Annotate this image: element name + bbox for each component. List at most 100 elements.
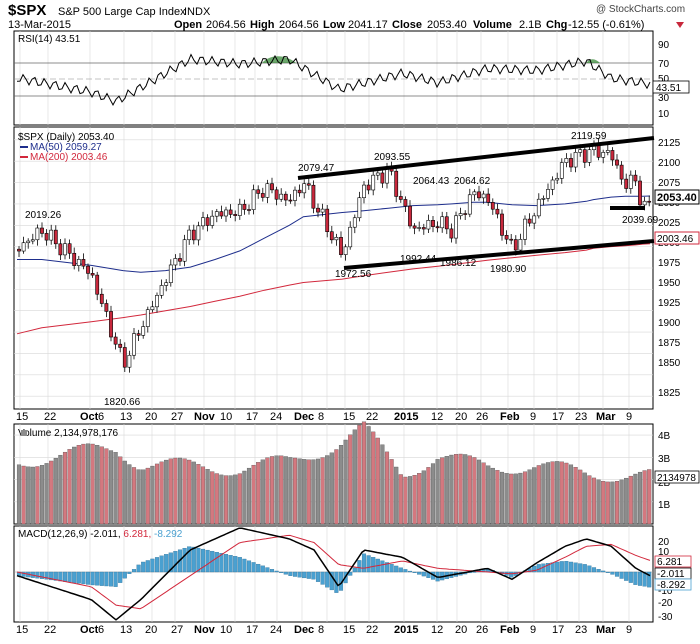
volume-bar — [136, 469, 141, 525]
candle-body — [375, 172, 380, 176]
volume-bar — [320, 457, 325, 525]
open-label: Open — [174, 19, 202, 31]
candle-body — [329, 231, 334, 241]
volume-bar — [35, 466, 40, 525]
volume-bar — [513, 473, 518, 525]
macd-hist-bar — [610, 571, 615, 575]
candle-body — [348, 226, 353, 248]
candle-body — [113, 336, 118, 345]
price-tick-1875: 1875 — [658, 338, 681, 349]
volume-bar — [357, 424, 362, 525]
macd-hist-bar — [587, 565, 592, 573]
candle-body — [224, 209, 228, 217]
candle-body — [458, 213, 463, 217]
rsi-line — [16, 53, 651, 106]
annotation-1980: 1980.90 — [490, 264, 527, 275]
x-label-20-1: 20 — [145, 624, 157, 636]
x-label-15-0: 15 — [16, 411, 28, 423]
volume-bar — [325, 455, 330, 525]
candle-body — [205, 217, 210, 226]
candle-body — [256, 189, 261, 194]
candle-body — [380, 172, 385, 184]
volume-bar — [154, 463, 160, 525]
candle-body — [532, 215, 537, 224]
exchange: INDX — [184, 6, 211, 18]
volume-bar — [39, 465, 45, 525]
candle-body — [63, 243, 67, 256]
volume-bar — [647, 469, 652, 525]
macd-hist-bar — [389, 564, 394, 573]
volume-bar — [361, 421, 367, 525]
macd-hist-bar — [403, 569, 408, 573]
candle-body — [490, 202, 495, 210]
x-label-9-1: 9 — [626, 624, 632, 636]
close-value: 2053.40 — [427, 19, 467, 31]
candle-body — [191, 229, 196, 241]
volume-bar — [145, 467, 150, 525]
candle-body — [132, 333, 136, 356]
x-label-8-0: 8 — [318, 411, 324, 423]
macd-hist-bar — [555, 561, 560, 573]
close-price-tag — [654, 189, 700, 205]
macd-hist-bar — [614, 571, 620, 577]
candle-body — [44, 233, 49, 241]
x-label-23-0: 23 — [575, 411, 587, 423]
macd-hist-bar — [302, 571, 307, 579]
volume-bar — [371, 431, 376, 525]
volume-bar — [596, 479, 601, 525]
volume-bar — [251, 464, 256, 525]
candle-body — [546, 189, 550, 199]
macd-hist-bar — [67, 571, 72, 583]
candle-body — [297, 189, 302, 194]
rsi-panel-frame — [13, 30, 654, 126]
price-legend: $SPX (Daily) 2053.40 — [18, 132, 115, 143]
macd-hist-bar — [246, 560, 252, 573]
volume-bar — [426, 467, 431, 525]
rsi-panel: RSI(14) 43.51 90 70 50 30 10 43.51 — [14, 34, 690, 120]
macd-hist-bar — [219, 553, 224, 573]
candle-body — [513, 239, 518, 251]
volume-bar — [541, 463, 546, 525]
volume-bar — [421, 470, 426, 525]
macd-hist-bar — [472, 571, 477, 573]
macd-hist-bar — [601, 570, 606, 573]
volume-bar — [412, 475, 417, 525]
macd-tick-m30: -30 — [658, 612, 673, 623]
macd-hist-bar — [329, 571, 334, 591]
volume-bar — [58, 454, 63, 525]
x-axis-bottom: 15 22 Oct 6 13 20 27 Nov 10 17 24 Dec 8 15 22 2015 12 20 2… — [16, 624, 632, 636]
macd-hist-bar — [628, 571, 633, 583]
candle-body — [421, 227, 426, 230]
volume-bar — [265, 457, 270, 525]
volume-bar — [435, 459, 440, 525]
open-value: 2064.56 — [206, 19, 246, 31]
candle-body — [26, 240, 31, 244]
macd-hist-bar — [380, 560, 385, 573]
macd-hist-bar — [228, 555, 233, 573]
x-label-27-0: 27 — [171, 411, 183, 423]
x-label-9-0: 9 — [530, 411, 536, 423]
price-axis: 2125 2100 2075 2050 2025 2000 1975 1950 … — [658, 138, 681, 399]
volume-bar — [348, 434, 353, 525]
x-label-6-0: 6 — [98, 411, 104, 423]
macd-hist-bar — [136, 564, 141, 573]
volume-bar — [573, 467, 578, 525]
macd-tick-10: 10 — [658, 547, 670, 558]
volume-bar — [16, 464, 22, 525]
annotation-2079: 2079.47 — [298, 163, 335, 174]
candle-body — [283, 193, 288, 201]
x-label-Nov-1: Nov — [194, 624, 216, 636]
volume-bar — [279, 455, 284, 525]
annotation-2119: 2119.59 — [571, 131, 607, 142]
volume-bar — [242, 470, 247, 525]
x-label-13-0: 13 — [120, 411, 132, 423]
candle-body — [619, 164, 624, 180]
rsi-value-tag-text: 43.51 — [656, 83, 681, 94]
macd-hist-bar — [81, 571, 86, 585]
macd-tick-m20: -20 — [658, 598, 673, 609]
volume-bar — [486, 465, 491, 525]
x-label-23-1: 23 — [575, 624, 587, 636]
volume-bar — [614, 481, 620, 525]
x-label-Oct-1: Oct — [80, 624, 99, 636]
volume-bar — [256, 462, 261, 525]
